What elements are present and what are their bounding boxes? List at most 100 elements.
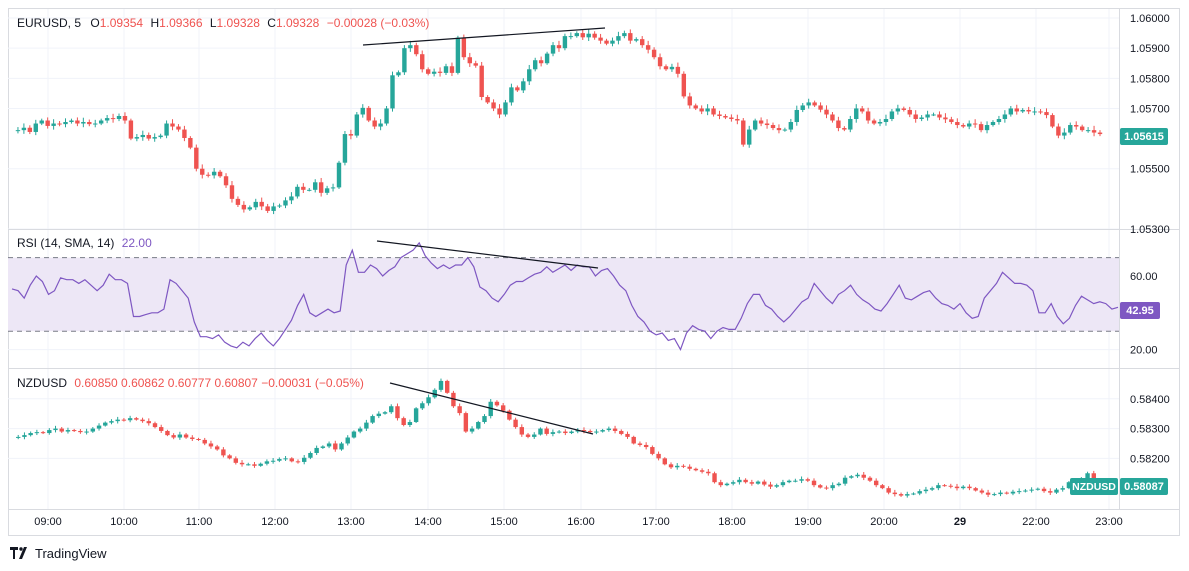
h-label: H bbox=[150, 16, 159, 30]
nzdusd-candle bbox=[662, 458, 667, 465]
l-value: 1.09328 bbox=[217, 16, 261, 30]
nzdusd-candle bbox=[811, 480, 817, 486]
nzdusd-candle bbox=[818, 485, 823, 488]
nzdusd-candle bbox=[519, 427, 525, 435]
eurusd-candle bbox=[128, 120, 134, 139]
nzdusd-legend[interactable]: NZDUSD 0.60850 0.60862 0.60777 0.60807 −… bbox=[17, 376, 364, 390]
nzdusd-candle bbox=[407, 422, 413, 425]
nzdusd-candle bbox=[587, 430, 593, 433]
eurusd-candle bbox=[854, 108, 859, 119]
eurusd-candle bbox=[752, 120, 758, 130]
nzdusd-candle bbox=[1054, 489, 1059, 493]
eurusd-candle bbox=[794, 109, 799, 123]
nzdusd-candle bbox=[469, 428, 475, 432]
eurusd-candle bbox=[788, 122, 794, 130]
nzdusd-candle bbox=[59, 428, 64, 432]
rsi-line bbox=[11, 241, 1119, 352]
nzdusd-candle bbox=[1023, 490, 1028, 492]
eurusd-legend[interactable]: EURUSD, 5 O1.09354 H1.09366 L1.09328 C1.… bbox=[17, 16, 429, 30]
eurusd-candle bbox=[859, 108, 865, 112]
nzdusd-candle bbox=[681, 465, 686, 467]
nzdusd-candle bbox=[308, 453, 313, 458]
eurusd-candle bbox=[467, 57, 472, 64]
eurusd-candle bbox=[1068, 125, 1073, 133]
eurusd-candle bbox=[33, 123, 38, 132]
nzdusd-candle bbox=[239, 462, 245, 465]
eurusd-candle bbox=[877, 122, 883, 124]
eurusd-candle bbox=[497, 108, 502, 115]
nzdusd-candle bbox=[643, 444, 649, 448]
eurusd-candle bbox=[122, 115, 128, 121]
nzdusd-candle bbox=[563, 431, 568, 434]
eurusd-candle bbox=[98, 120, 104, 124]
eurusd-candle bbox=[550, 45, 556, 54]
eurusd-candle bbox=[39, 120, 44, 124]
eurusd-candle bbox=[521, 81, 526, 91]
time-tick-label: 19:00 bbox=[794, 516, 822, 528]
rsi-layer bbox=[8, 241, 1119, 352]
nzdusd-candle bbox=[625, 433, 630, 437]
eurusd-candle bbox=[455, 37, 461, 73]
eurusd-candles bbox=[15, 29, 1103, 215]
nzdusd-candle bbox=[830, 485, 835, 489]
nzdusd-candle bbox=[886, 488, 891, 493]
nzdusd-candle bbox=[948, 485, 953, 487]
nzdusd-candle bbox=[208, 443, 214, 447]
rsi-legend[interactable]: RSI (14, SMA, 14) 22.00 bbox=[17, 236, 152, 250]
eurusd-candle bbox=[604, 40, 609, 44]
nzdusd-candle bbox=[992, 494, 997, 496]
time-tick-label: 15:00 bbox=[490, 516, 518, 528]
nzdusd-candle bbox=[532, 434, 537, 437]
eurusd-candle bbox=[217, 171, 223, 177]
nzdusd-candle bbox=[295, 461, 301, 463]
trendlines[interactable] bbox=[362, 27, 606, 435]
eurusd-candle bbox=[277, 205, 282, 207]
nzdusd-candle bbox=[177, 434, 183, 438]
eurusd-candle bbox=[211, 171, 217, 176]
eurusd-candle bbox=[1062, 132, 1067, 136]
eurusd-candle bbox=[842, 128, 847, 130]
eurusd-candle bbox=[170, 123, 175, 127]
eurusd-candle bbox=[830, 114, 835, 121]
eurusd-candle bbox=[93, 123, 98, 125]
nzdusd-last-price: 0.58087 bbox=[1124, 481, 1164, 493]
eurusd-candle bbox=[223, 176, 229, 186]
nzdusd-candle bbox=[370, 416, 375, 423]
rsi-title: RSI (14, SMA, 14) bbox=[17, 236, 114, 250]
nzdusd-candle bbox=[401, 418, 406, 425]
nzdusd-candle bbox=[712, 473, 717, 483]
eurusd-candle bbox=[1032, 111, 1037, 113]
eurusd-candle bbox=[390, 75, 395, 109]
eurusd-candle bbox=[194, 147, 199, 169]
eurusd-candle bbox=[711, 108, 716, 115]
eurusd-candle bbox=[937, 114, 942, 118]
nzdusd-candle bbox=[755, 481, 761, 484]
nzdusd-candle bbox=[513, 419, 518, 428]
eurusd-last-price-tag: 1.05615 bbox=[1120, 128, 1168, 145]
eurusd-candle bbox=[63, 122, 68, 125]
footer[interactable]: TradingView bbox=[10, 543, 107, 563]
eurusd-candle bbox=[931, 114, 936, 116]
nzdusd-candle bbox=[600, 430, 605, 432]
nzdusd-candle bbox=[967, 486, 972, 489]
eurusd-candle bbox=[978, 124, 984, 131]
eurusd-candle bbox=[402, 48, 407, 73]
nzdusd-candle bbox=[730, 482, 736, 484]
nzdusd-candle bbox=[936, 485, 941, 489]
nzdusd-candle bbox=[793, 480, 798, 482]
eurusd-candle bbox=[681, 73, 687, 97]
eurusd-candle bbox=[301, 186, 306, 190]
eurusd-candle bbox=[307, 189, 312, 191]
eurusd-candle bbox=[961, 125, 966, 127]
eurusd-candle bbox=[176, 126, 181, 130]
eurusd-candle bbox=[693, 105, 698, 109]
nzdusd-candle bbox=[1029, 489, 1034, 491]
nzdusd-candle bbox=[538, 428, 543, 435]
nzdusd-candle bbox=[382, 412, 388, 414]
eurusd-candle bbox=[592, 33, 597, 38]
eurusd-candle bbox=[943, 117, 948, 120]
nzdusd-candle bbox=[196, 439, 201, 440]
eurusd-candle bbox=[984, 125, 990, 131]
eurusd-candle bbox=[443, 66, 449, 73]
